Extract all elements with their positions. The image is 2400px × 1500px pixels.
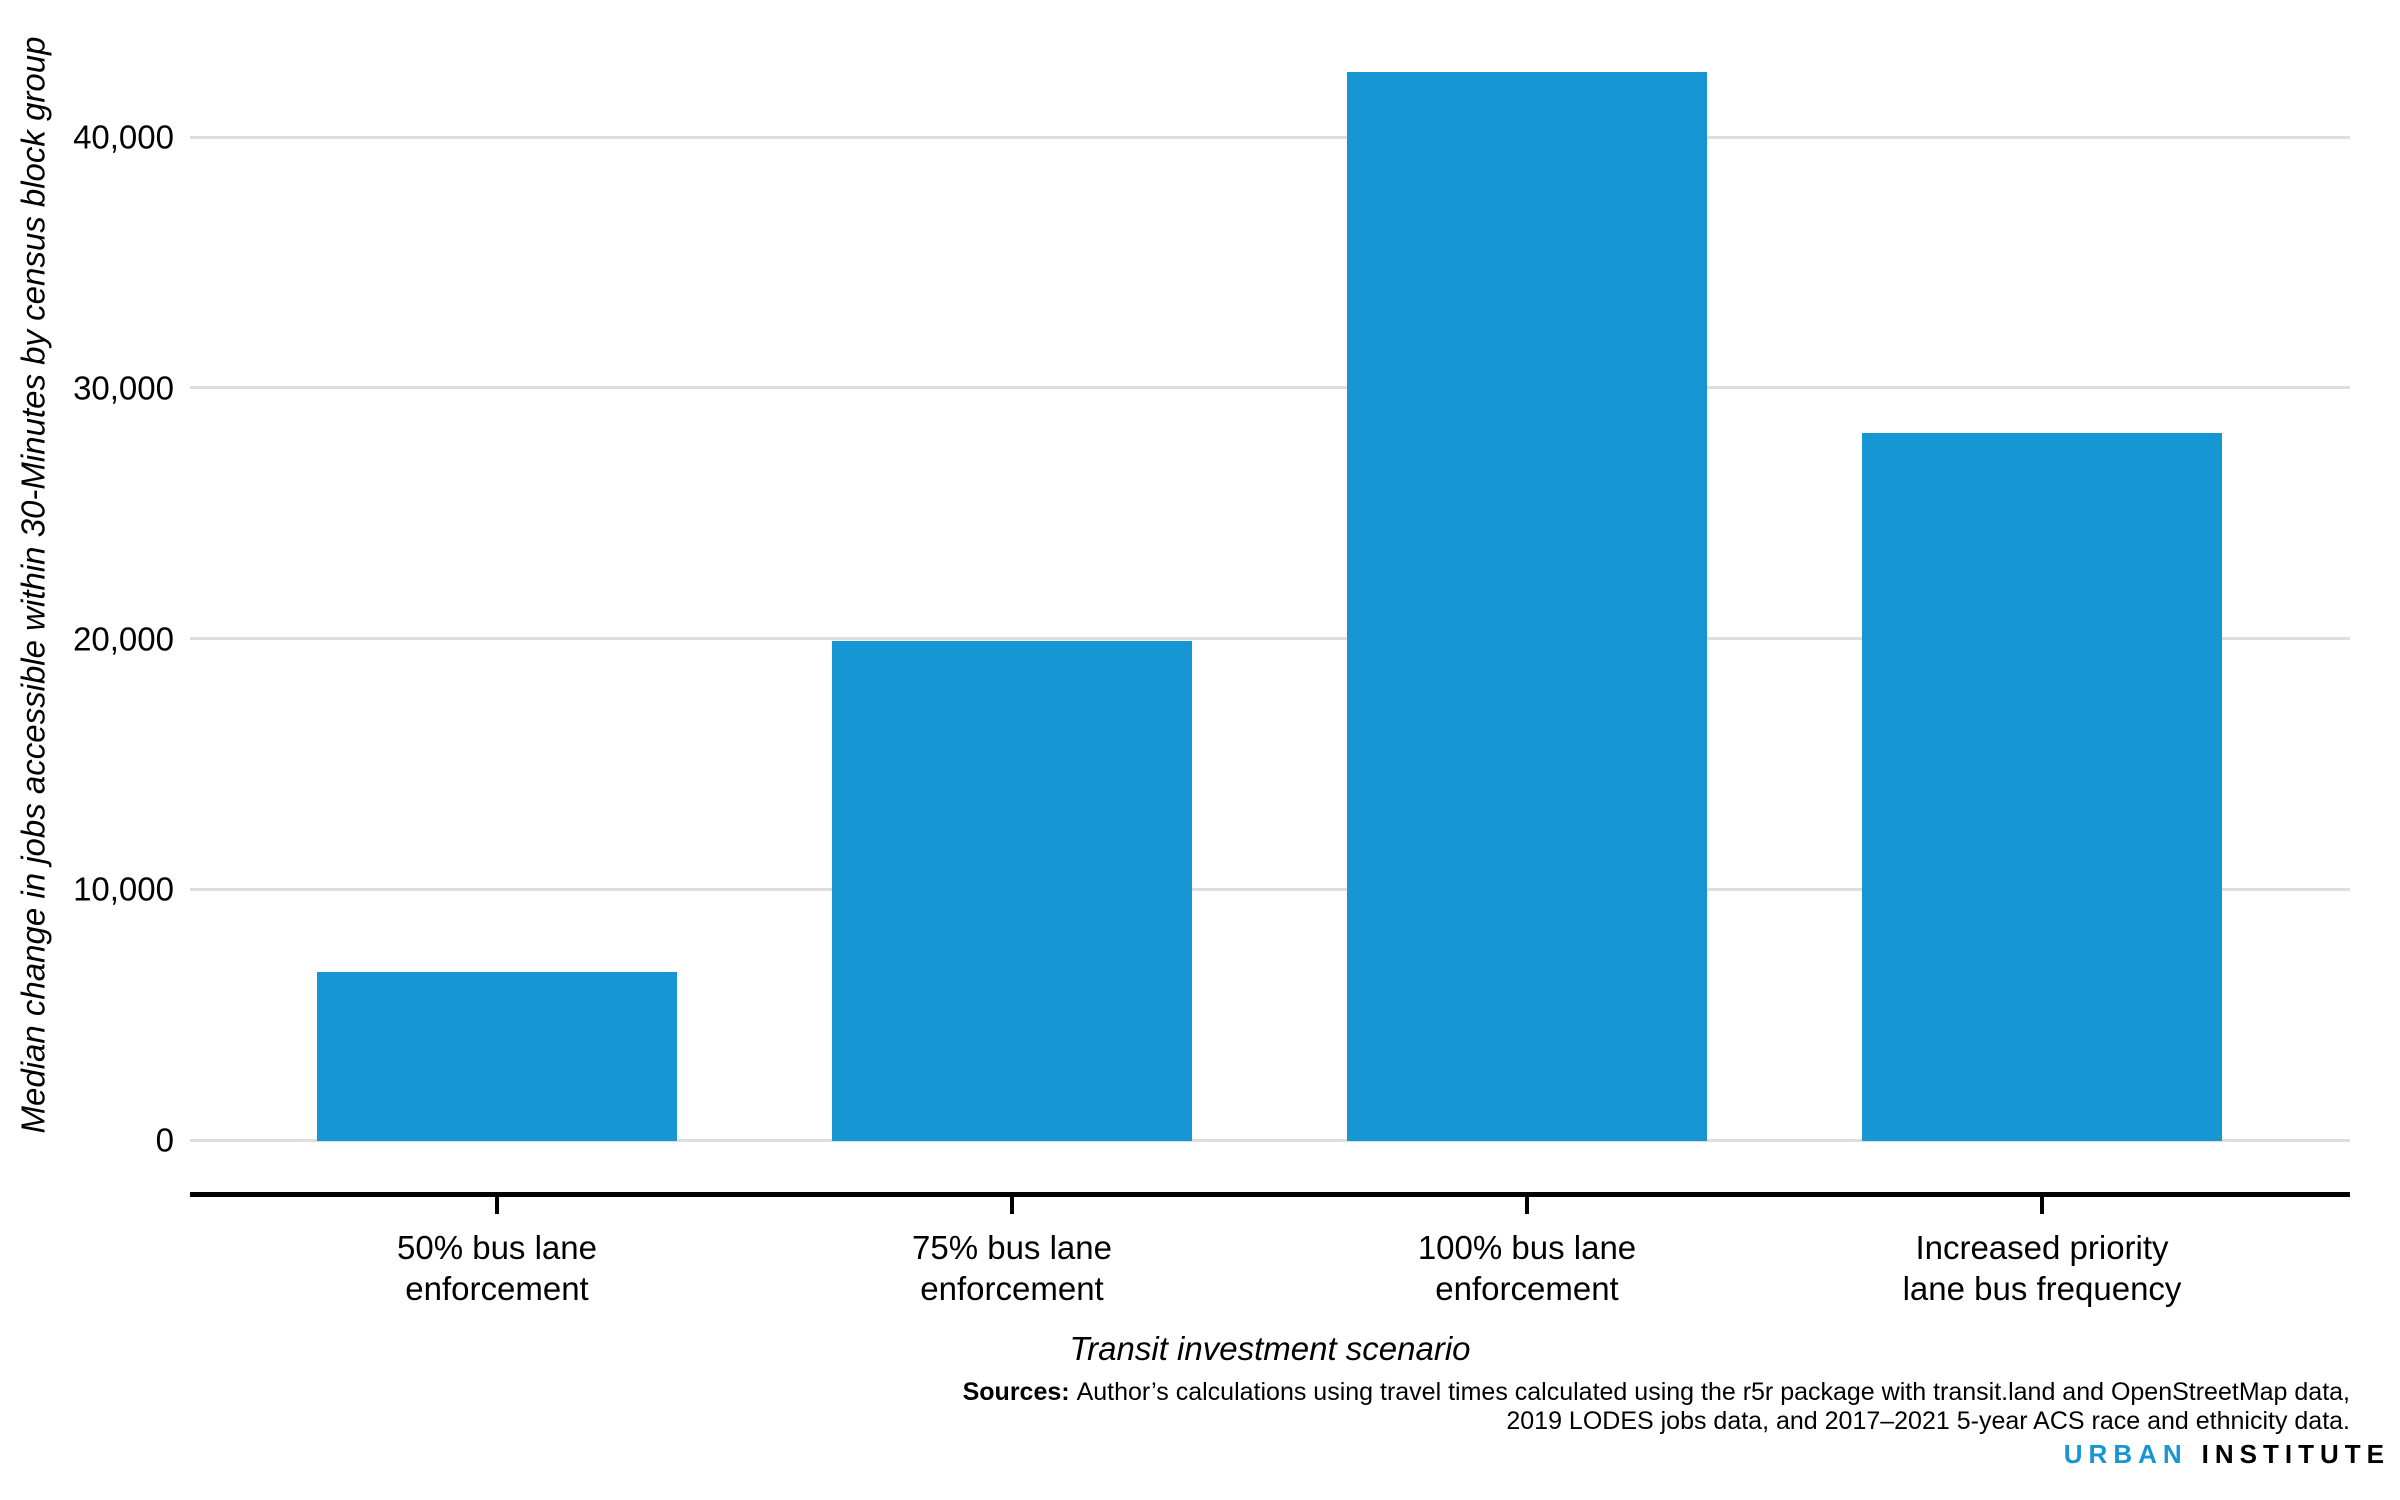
x-category-label-line: enforcement — [1435, 1270, 1619, 1307]
y-tick-label: 0 — [155, 1121, 174, 1159]
x-tick — [2040, 1197, 2044, 1214]
gridline — [190, 135, 2350, 139]
x-category-label-line: enforcement — [405, 1270, 589, 1307]
x-axis-title: Transit investment scenario — [1069, 1330, 1471, 1367]
y-tick-label: 40,000 — [73, 118, 174, 156]
x-category-label: Increased priority lane bus frequency — [1782, 1227, 2302, 1309]
logo-institute: INSTITUTE — [2201, 1439, 2390, 1469]
gridline — [190, 887, 2350, 891]
source-line-1: Sources: Author’s calculations using trav… — [963, 1378, 2350, 1407]
x-category-label-line: Increased priority — [1915, 1229, 2169, 1266]
bar-3 — [1347, 71, 1707, 1141]
logo-urban: URBAN — [2063, 1439, 2188, 1469]
x-category-label-line: lane bus frequency — [1902, 1270, 2182, 1307]
x-category-label: 100% bus lane enforcement — [1267, 1227, 1787, 1309]
urban-institute-logo: URBAN INSTITUTE — [2064, 1441, 2390, 1467]
gridline — [190, 637, 2350, 640]
source-text-line2: 2019 LODES jobs data, and 2017–2021 5-ye… — [1506, 1407, 2350, 1435]
y-tick-label: 10,000 — [73, 870, 174, 908]
y-tick-label: 30,000 — [73, 369, 174, 407]
x-category-label-line: 100% bus lane — [1417, 1229, 1637, 1266]
x-category-label: 50% bus lane enforcement — [237, 1227, 757, 1309]
source-label: Sources: — [962, 1378, 1070, 1406]
y-axis-title: Median change in jobs accessible within … — [14, 36, 52, 1134]
gridline — [190, 386, 2350, 390]
x-tick — [1525, 1197, 1529, 1214]
y-tick-label: 20,000 — [73, 620, 174, 657]
x-category-label: 75% bus lane enforcement — [752, 1227, 1272, 1309]
x-category-label-line: 50% bus lane — [397, 1229, 597, 1266]
bar-1 — [317, 971, 677, 1141]
x-tick — [495, 1197, 499, 1214]
bar-4 — [1862, 432, 2222, 1141]
source-text-line1: Author’s calculations using travel times… — [1076, 1378, 2350, 1406]
bar-2 — [832, 641, 1192, 1141]
x-axis-line — [190, 1192, 2350, 1197]
x-category-label-line: 75% bus lane — [912, 1229, 1112, 1266]
x-category-label-line: enforcement — [920, 1270, 1104, 1307]
x-tick — [1010, 1197, 1014, 1214]
gridline — [190, 1138, 2350, 1142]
source-note: Sources: Author’s calculations using trav… — [963, 1378, 2350, 1436]
